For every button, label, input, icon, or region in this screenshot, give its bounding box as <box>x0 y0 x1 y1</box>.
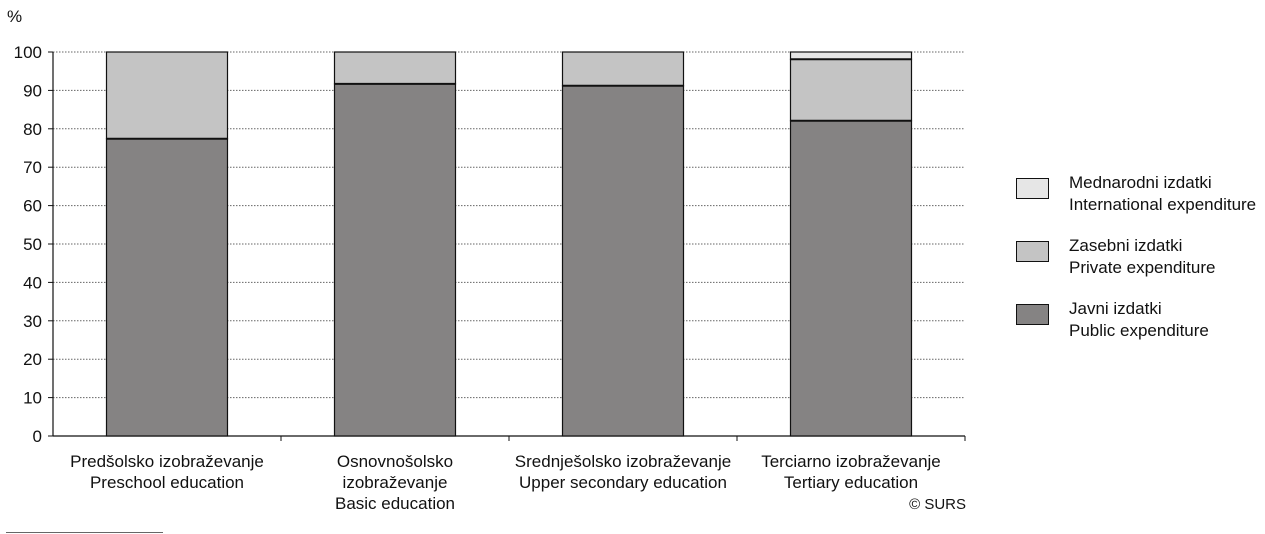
legend-swatch <box>1016 241 1049 262</box>
bar-segment <box>333 51 457 85</box>
category-label-line: Preschool education <box>89 473 245 492</box>
y-tick-label: 80 <box>23 120 42 139</box>
legend-swatch <box>1016 178 1049 199</box>
category-label-line: Terciarno izobraževanje <box>761 452 941 471</box>
bar-segment <box>789 120 913 437</box>
bar-segment <box>561 85 685 437</box>
y-tick-label: 100 <box>14 43 42 62</box>
y-tick-label: 10 <box>23 389 42 408</box>
category-label-line: Tertiary education <box>783 473 919 492</box>
y-tick-label: 30 <box>23 312 42 331</box>
y-tick-label: 0 <box>33 427 42 446</box>
legend-label-line: Javni izdatki <box>1069 299 1162 318</box>
x-category-label: Srednješolsko izobraževanje Upper seconda… <box>508 451 738 493</box>
category-label-line: Basic education <box>334 494 456 513</box>
legend-label-line: Mednarodni izdatki <box>1069 173 1212 192</box>
y-tick-label: 60 <box>23 197 42 216</box>
legend-label-line: Private expenditure <box>1069 258 1216 277</box>
x-category-label: Predšolsko izobraževanje Preschool educat… <box>52 451 282 493</box>
bar-segment <box>105 51 229 140</box>
category-label-line: izobraževanje <box>342 473 448 492</box>
bar-segment <box>789 51 913 60</box>
bar-segment <box>333 83 457 437</box>
y-tick-label: 40 <box>23 273 42 292</box>
bar-segment <box>789 58 913 122</box>
legend-label-line: Public expenditure <box>1069 321 1209 340</box>
bar-segment <box>561 51 685 87</box>
y-axis-unit-label: % <box>7 7 22 26</box>
category-label-line: Upper secondary education <box>519 473 727 492</box>
y-tick-labels: 0 10 20 30 40 50 60 70 80 90 100 <box>14 43 42 446</box>
bars <box>105 51 913 437</box>
x-category-label: Osnovnošolsko izobraževanje Basic educatio… <box>280 451 510 514</box>
legend-label: Mednarodni izdatki International expendit… <box>1069 172 1256 216</box>
legend-label: Javni izdatki Public expenditure <box>1069 298 1209 342</box>
footnote-divider <box>6 532 163 533</box>
y-tick-label: 70 <box>23 158 42 177</box>
category-label-line: Predšolsko izobraževanje <box>70 452 264 471</box>
y-tick-label: 20 <box>23 350 42 369</box>
category-label-line: Osnovnošolsko <box>336 452 454 471</box>
legend-label: Zasebni izdatki Private expenditure <box>1069 235 1215 279</box>
legend-label-line: International expenditure <box>1069 195 1257 214</box>
bar-segment <box>105 138 229 437</box>
legend-label-line: Zasebni izdatki <box>1069 236 1183 255</box>
legend-swatch <box>1016 304 1049 325</box>
x-category-label: Terciarno izobraževanje Tertiary educatio… <box>736 451 966 493</box>
category-label-line: Srednješolsko izobraževanje <box>514 452 732 471</box>
y-tick-label: 50 <box>23 235 42 254</box>
source-credit: © SURS <box>909 496 966 513</box>
y-tick-label: 90 <box>23 81 42 100</box>
